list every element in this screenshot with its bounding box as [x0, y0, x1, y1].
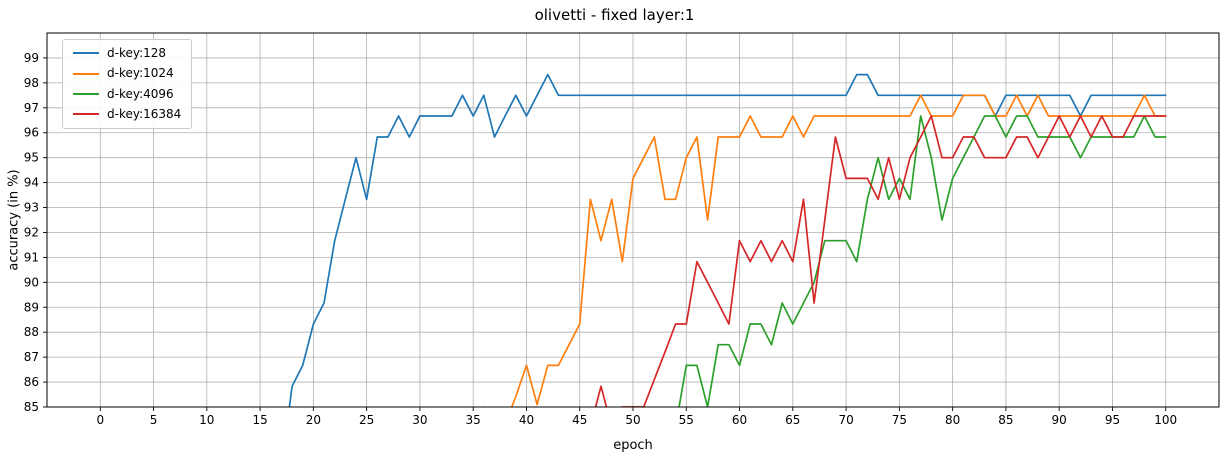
- x-tick-label: 80: [945, 413, 960, 427]
- legend-swatch: [73, 52, 99, 55]
- x-tick-label: 5: [150, 413, 158, 427]
- y-tick-label: 92: [24, 225, 39, 239]
- y-tick-label: 96: [24, 126, 39, 140]
- y-tick-label: 95: [24, 151, 39, 165]
- x-tick-label: 95: [1105, 413, 1120, 427]
- legend: d-key:128 d-key:1024 d-key:4096 d-key:16384: [62, 39, 193, 129]
- x-tick-label: 75: [892, 413, 907, 427]
- x-tick-label: 30: [412, 413, 427, 427]
- y-tick-label: 98: [24, 76, 39, 90]
- x-ticks: 0 5 10 15 20 25 30 35 40 45 50 55 60 65 70 75 80 85 90 95 10…: [96, 407, 1177, 427]
- x-tick-label: 10: [199, 413, 214, 427]
- y-tick-label: 90: [24, 275, 39, 289]
- y-tick-label: 85: [24, 400, 39, 414]
- series-line-d-key-4096: [678, 115, 1167, 407]
- x-tick-label: 60: [732, 413, 747, 427]
- series-lines: [288, 73, 1167, 407]
- y-tick-label: 91: [24, 250, 39, 264]
- x-tick-label: 50: [625, 413, 640, 427]
- x-axis-label: epoch: [613, 438, 653, 453]
- x-tick-label: 65: [785, 413, 800, 427]
- y-ticks: 85 86 87 88 89 90 91 92 93 94 95 96 97 98 99: [24, 51, 47, 414]
- legend-swatch: [73, 72, 99, 75]
- x-tick-label: 55: [679, 413, 694, 427]
- legend-swatch: [73, 92, 99, 95]
- legend-item-label: d-key:1024: [107, 66, 174, 81]
- legend-item: d-key:16384: [73, 107, 181, 121]
- y-tick-label: 87: [24, 350, 39, 364]
- x-tick-label: 70: [838, 413, 853, 427]
- legend-swatch: [73, 113, 99, 116]
- x-tick-label: 100: [1154, 413, 1177, 427]
- y-tick-label: 94: [24, 176, 39, 190]
- x-gridlines: [99, 33, 1167, 407]
- series-line-d-key-1024: [482, 94, 1167, 407]
- legend-item-label: d-key:16384: [107, 107, 182, 122]
- y-tick-label: 88: [24, 325, 39, 339]
- chart-title: olivetti - fixed layer:1: [534, 6, 695, 24]
- x-tick-label: 35: [466, 413, 481, 427]
- y-tick-label: 99: [24, 51, 39, 65]
- x-tick-label: 25: [359, 413, 374, 427]
- legend-item: d-key:128: [73, 46, 181, 60]
- legend-item-label: d-key:4096: [107, 86, 174, 101]
- x-tick-label: 20: [306, 413, 321, 427]
- x-tick-label: 0: [96, 413, 104, 427]
- x-tick-label: 45: [572, 413, 587, 427]
- x-tick-label: 15: [252, 413, 267, 427]
- legend-item-label: d-key:128: [107, 46, 167, 60]
- y-tick-label: 89: [24, 300, 39, 314]
- y-tick-label: 97: [24, 101, 39, 115]
- x-tick-label: 40: [519, 413, 534, 427]
- y-tick-label: 86: [24, 375, 39, 389]
- series-line-d-key-16384: [594, 115, 1167, 407]
- legend-item: d-key:4096: [73, 87, 181, 101]
- x-tick-label: 90: [1052, 413, 1067, 427]
- y-tick-label: 93: [24, 201, 39, 215]
- x-tick-label: 85: [998, 413, 1013, 427]
- y-axis-label: accuracy (in %): [6, 169, 22, 271]
- legend-item: d-key:1024: [73, 66, 181, 80]
